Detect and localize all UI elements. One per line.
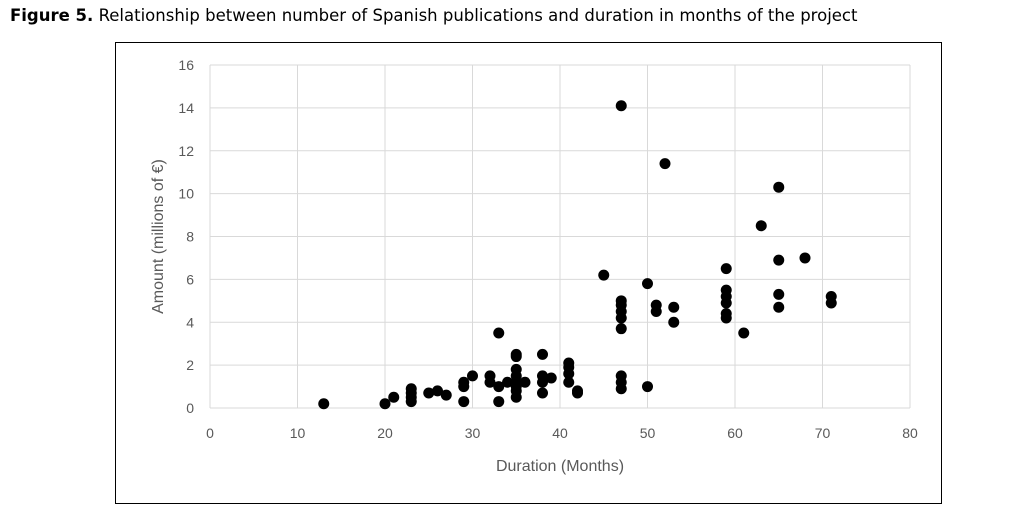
data-point [615, 370, 627, 382]
data-point [773, 288, 785, 300]
data-point [493, 396, 505, 408]
data-point [379, 398, 391, 410]
data-point [405, 383, 417, 395]
x-tick-label: 0 [206, 425, 214, 441]
x-tick-label: 50 [640, 425, 656, 441]
data-point [318, 398, 330, 410]
y-axis-title: Amount (millions of €) [150, 159, 167, 314]
data-point [440, 389, 452, 401]
data-point [458, 376, 470, 388]
data-point [615, 295, 627, 307]
data-point [423, 387, 435, 399]
data-point [720, 284, 732, 296]
y-tick-label: 0 [186, 400, 194, 416]
y-tick-label: 10 [178, 186, 194, 202]
data-point [502, 376, 513, 388]
y-tick-label: 8 [186, 229, 194, 245]
scatter-chart: 0 10 20 30 40 50 60 70 80 0 2 4 6 8 10 12 14 16 Duration (… [150, 57, 918, 475]
figure-label: Figure 5. [10, 6, 94, 25]
y-tick-label: 2 [186, 357, 194, 373]
data-point [563, 357, 575, 369]
data-point [537, 348, 548, 360]
x-tick-label: 70 [815, 425, 831, 441]
x-tick-label: 60 [727, 425, 743, 441]
data-point [773, 254, 785, 266]
data-point [598, 269, 610, 281]
data-point [659, 158, 671, 170]
x-tick-label: 40 [552, 425, 568, 441]
data-point [773, 181, 785, 193]
data-point [773, 301, 785, 313]
data-point [642, 278, 653, 290]
data-point [720, 308, 732, 320]
data-point [493, 381, 505, 393]
data-point [668, 316, 680, 328]
y-tick-label: 16 [178, 57, 194, 73]
x-axis-title: Duration (Months) [496, 458, 624, 475]
data-point [642, 381, 653, 393]
data-point [563, 376, 575, 388]
data-point [615, 100, 627, 112]
data-point [545, 372, 557, 384]
data-point [484, 370, 496, 382]
data-point [432, 385, 443, 397]
data-point [668, 301, 680, 313]
y-tick-label: 14 [178, 100, 194, 116]
data-point [510, 363, 522, 375]
data-point [825, 291, 837, 303]
data-point [537, 370, 548, 382]
y-tick-label: 6 [186, 271, 194, 287]
y-tick-label: 12 [178, 143, 194, 159]
data-point [755, 220, 767, 232]
figure-caption: Figure 5. Relationship between number of… [10, 6, 1020, 25]
x-tick-label: 20 [377, 425, 393, 441]
data-point [738, 327, 750, 339]
data-point [650, 299, 662, 311]
data-point [493, 327, 505, 339]
figure-caption-text: Relationship between number of Spanish p… [98, 6, 858, 25]
y-tick-label: 4 [186, 314, 194, 330]
data-point [720, 263, 732, 275]
data-point [467, 370, 478, 382]
data-point [572, 385, 583, 397]
x-tick-label: 80 [902, 425, 918, 441]
data-point [510, 348, 522, 360]
data-point [388, 391, 400, 403]
data-point [519, 376, 531, 388]
x-tick-label: 10 [290, 425, 306, 441]
data-point [458, 396, 470, 408]
data-point [615, 323, 627, 335]
x-tick-label: 30 [465, 425, 481, 441]
chart-frame: 0 10 20 30 40 50 60 70 80 0 2 4 6 8 10 12 14 16 Duration (… [115, 42, 942, 504]
data-point [537, 387, 548, 399]
data-point [799, 252, 811, 264]
